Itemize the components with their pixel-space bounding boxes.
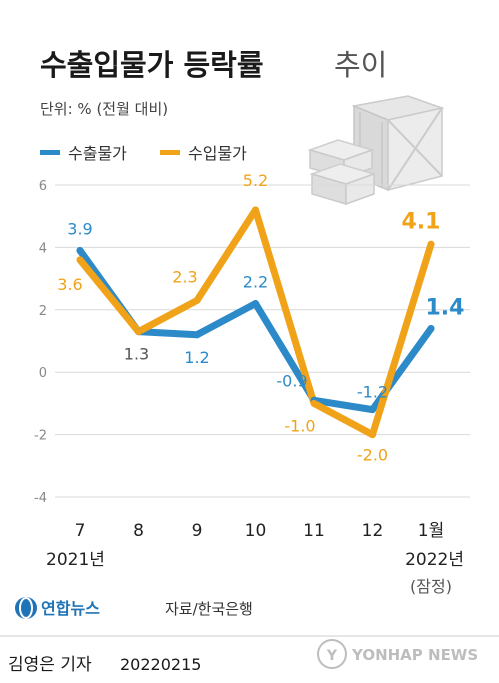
x-tick-sublabel: 2021년 — [46, 550, 105, 570]
x-tick-label: 10 — [245, 521, 267, 541]
series-lines — [76, 206, 435, 439]
y-tick-label: -4 — [34, 491, 47, 506]
data-point-export — [252, 300, 259, 308]
data-label-import: 5.2 — [243, 171, 268, 190]
data-point-export — [427, 325, 435, 333]
x-tick-label: 1월 — [418, 521, 444, 541]
x-tick-sublabel: 2022년 — [405, 550, 464, 570]
yonhap-logo: 연합뉴스 — [15, 597, 100, 619]
data-point-import — [369, 431, 376, 439]
watermark: Y YONHAP NEWS — [317, 639, 478, 669]
x-tick-sublabel-provisional: (잠정) — [410, 577, 452, 596]
data-point-import — [427, 240, 435, 248]
data-label-import: 3.6 — [57, 275, 82, 294]
data-point-export — [76, 247, 84, 255]
y-tick-label: -2 — [34, 429, 47, 444]
data-point-import — [193, 296, 201, 304]
x-axis-ticks: 7 2021년 8 9 10 11 12 1월 2022년 (잠정) — [46, 521, 464, 596]
logo-circle-icon — [15, 597, 37, 619]
source-text: 자료/한국은행 — [165, 600, 253, 618]
data-label-import: -2.0 — [357, 446, 388, 465]
watermark-text: YONHAP NEWS — [351, 646, 478, 664]
x-tick-label: 11 — [303, 521, 325, 541]
y-axis-ticks: 6 4 2 0 -2 -4 — [34, 179, 47, 506]
legend: 수출물가 수입물가 — [40, 144, 247, 163]
x-tick-label: 7 — [75, 521, 86, 541]
publish-date: 20220215 — [120, 655, 201, 674]
x-tick-label: 8 — [133, 521, 144, 541]
y-tick-label: 2 — [39, 304, 47, 319]
data-point-import — [135, 328, 142, 336]
y-tick-label: 6 — [39, 179, 47, 194]
data-label-shared: 1.3 — [124, 345, 149, 364]
data-point-export — [369, 406, 376, 414]
data-label-export: 1.4 — [426, 296, 465, 321]
data-label-export: -0.9 — [276, 371, 307, 390]
data-label-import: 2.3 — [172, 267, 197, 286]
y-tick-label: 4 — [39, 241, 47, 256]
unit-label: 단위: % (전월 대비) — [40, 100, 168, 118]
data-label-export: 1.2 — [184, 348, 209, 367]
data-point-export — [193, 331, 201, 339]
data-point-import — [76, 256, 84, 264]
chart-title-light: 추이 — [334, 48, 387, 82]
reporter-name: 김영은 기자 — [8, 655, 92, 675]
data-point-import — [310, 399, 318, 407]
data-point-import — [252, 206, 259, 214]
legend-swatch-export — [40, 150, 60, 155]
legend-label-import: 수입물가 — [188, 144, 247, 163]
data-labels: 3.9 1.2 2.2 -0.9 -1.2 1.4 3.6 2.3 5.2 -1.0 -2.0 4.1… — [57, 171, 464, 465]
data-label-export: 2.2 — [243, 273, 268, 292]
chart-title-bold: 수출입물가 등락률 — [40, 48, 264, 82]
y-tick-label: 0 — [39, 366, 47, 381]
svg-text:Y: Y — [326, 648, 338, 664]
data-label-import: -1.0 — [284, 416, 315, 435]
x-tick-label: 12 — [362, 521, 384, 541]
cargo-boxes-illustration — [307, 95, 445, 206]
x-tick-label: 9 — [192, 521, 203, 541]
legend-swatch-import — [160, 150, 180, 155]
data-label-export: 3.9 — [67, 220, 92, 239]
logo-text: 연합뉴스 — [41, 599, 100, 618]
legend-label-export: 수출물가 — [68, 144, 127, 163]
data-label-export: -1.2 — [357, 383, 388, 402]
data-label-import: 4.1 — [402, 209, 441, 234]
watermark-circle-icon — [317, 639, 347, 669]
